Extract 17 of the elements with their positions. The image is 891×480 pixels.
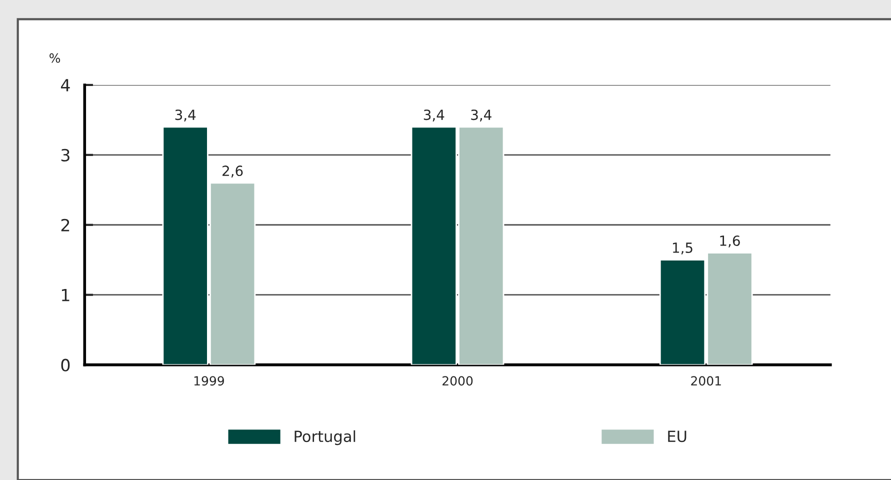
data-label: 3,4 (424, 110, 444, 122)
x-tick-label: 1999 (194, 376, 224, 386)
y-tick-label: 2 (61, 218, 70, 232)
y-tick-label: 4 (60, 79, 70, 92)
data-label: 2,6 (222, 166, 243, 178)
data-label: 1,5 (672, 242, 692, 254)
legend-label: EU (668, 430, 686, 442)
data-label: 1,6 (720, 236, 740, 248)
y-axis-title: % (50, 53, 60, 63)
legend-label: Portugal (294, 430, 356, 446)
data-label: 3,4 (175, 110, 196, 122)
x-tick-label: 2000 (442, 376, 473, 386)
y-tick-label: 3 (61, 148, 70, 162)
data-label: 3,4 (471, 110, 492, 122)
y-tick-label: 1 (62, 289, 70, 302)
x-tick-label: 2001 (691, 376, 721, 386)
y-tick-label: 0 (61, 358, 70, 372)
